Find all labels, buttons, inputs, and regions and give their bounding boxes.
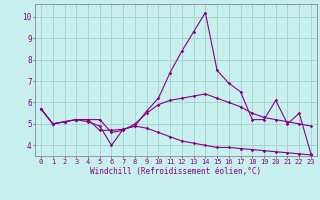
X-axis label: Windchill (Refroidissement éolien,°C): Windchill (Refroidissement éolien,°C): [91, 167, 261, 176]
